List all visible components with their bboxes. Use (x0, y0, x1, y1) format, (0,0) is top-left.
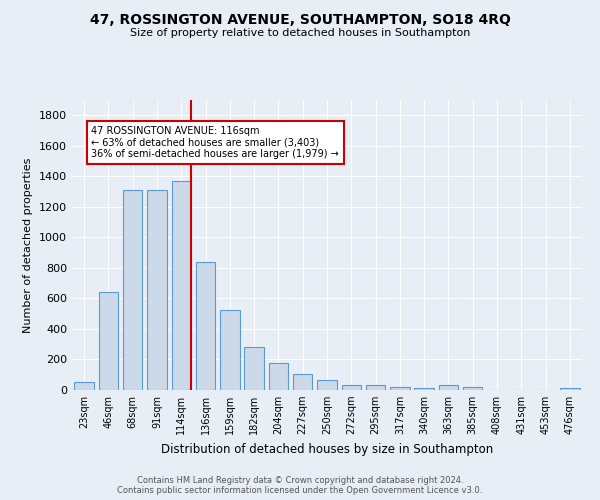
Text: 47 ROSSINGTON AVENUE: 116sqm
← 63% of detached houses are smaller (3,403)
36% of: 47 ROSSINGTON AVENUE: 116sqm ← 63% of de… (91, 126, 339, 159)
Bar (439, 386, 458, 390)
Text: Size of property relative to detached houses in Southampton: Size of property relative to detached ho… (130, 28, 470, 38)
Bar (293, 374, 313, 390)
Text: 47, ROSSINGTON AVENUE, SOUTHAMPTON, SO18 4RQ: 47, ROSSINGTON AVENUE, SOUTHAMPTON, SO18… (89, 12, 511, 26)
Bar (560, 388, 580, 390)
Bar (463, 387, 482, 390)
Bar (74, 382, 94, 390)
Text: Contains HM Land Registry data © Crown copyright and database right 2024.: Contains HM Land Registry data © Crown c… (137, 476, 463, 485)
Bar (172, 181, 191, 390)
Y-axis label: Number of detached properties: Number of detached properties (23, 158, 34, 332)
Bar (123, 190, 142, 390)
Bar (366, 384, 385, 390)
Bar (317, 380, 337, 390)
Bar (147, 190, 167, 390)
Bar (390, 387, 410, 390)
Bar (220, 310, 239, 390)
X-axis label: Distribution of detached houses by size in Southampton: Distribution of detached houses by size … (161, 442, 493, 456)
Bar (244, 348, 264, 390)
Bar (341, 384, 361, 390)
Bar (196, 262, 215, 390)
Text: Contains public sector information licensed under the Open Government Licence v3: Contains public sector information licen… (118, 486, 482, 495)
Bar (269, 364, 288, 390)
Bar (99, 292, 118, 390)
Bar (415, 388, 434, 390)
